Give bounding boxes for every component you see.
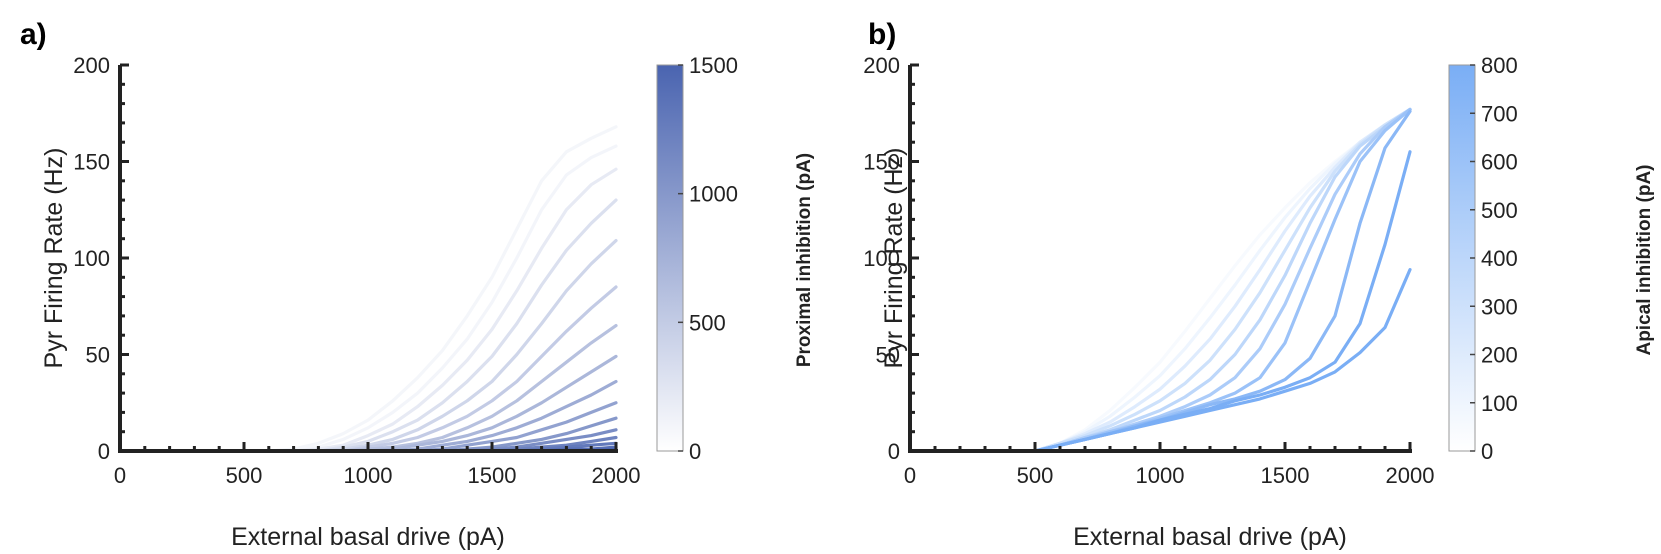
series-line-9 <box>1033 268 1412 453</box>
x-tick-label: 1000 <box>344 463 393 488</box>
colorbar-tick-label: 500 <box>689 310 726 335</box>
colorbar-tick-label: 200 <box>1481 343 1518 368</box>
y-tick-label: 150 <box>863 150 900 175</box>
colorbar-tick-label: 300 <box>1481 294 1518 319</box>
panel-b-colorbar: 0 100 200 300 400 500 600 700 800 <box>1448 53 1518 464</box>
panel-b-label: b) <box>868 18 896 51</box>
panel-a-axes: 0 500 1000 1500 2000 0 50 100 150 200 <box>73 53 640 488</box>
x-tick-label: 500 <box>226 463 263 488</box>
colorbar-tick-label: 100 <box>1481 391 1518 416</box>
colorbar-tick-label: 500 <box>1481 198 1518 223</box>
series-line-2 <box>1033 107 1412 453</box>
colorbar-tick-label: 400 <box>1481 246 1518 271</box>
panel-b-axes: 0 500 1000 1500 2000 0 50 100 150 200 <box>863 53 1434 488</box>
y-tick-label: 50 <box>876 343 900 368</box>
colorbar-tick-label: 1000 <box>689 182 738 207</box>
y-tick-label: 200 <box>73 53 110 78</box>
panel-b-colorbar-label: Apical inhibition (pA) <box>1634 164 1655 355</box>
colorbar-tick-label: 1500 <box>689 53 738 78</box>
colorbar-tick-label: 0 <box>689 439 701 464</box>
y-tick-label: 200 <box>863 53 900 78</box>
y-tick-label: 0 <box>888 439 900 464</box>
colorbar-tick-label: 700 <box>1481 101 1518 126</box>
y-tick-label: 150 <box>73 150 110 175</box>
x-tick-label: 1000 <box>1136 463 1185 488</box>
y-tick-label: 100 <box>863 246 900 271</box>
x-tick-label: 500 <box>1017 463 1054 488</box>
series-line-7 <box>242 354 618 453</box>
colorbar-tick-label: 800 <box>1481 53 1518 78</box>
y-tick-label: 100 <box>73 246 110 271</box>
x-tick-label: 1500 <box>1261 463 1310 488</box>
series-line-3 <box>1033 107 1412 453</box>
panel-a-colorbar: 0 500 1000 1500 <box>656 53 738 464</box>
y-tick-label: 0 <box>98 439 110 464</box>
panel-a-curves <box>242 125 618 453</box>
x-tick-label: 2000 <box>592 463 641 488</box>
panel-a-y-axis-label: Pyr Firing Rate (Hz) <box>40 148 68 369</box>
colorbar-tick-label: 0 <box>1481 439 1493 464</box>
panel-a: a) 0 500 1000 1500 2000 0 50 100 150 200 External… <box>20 18 815 551</box>
x-tick-label: 2000 <box>1386 463 1435 488</box>
x-tick-label: 0 <box>114 463 126 488</box>
panel-b-y-axis-label: Pyr Firing Rate (Hz) <box>880 148 908 369</box>
panel-a-x-axis-label: External basal drive (pA) <box>231 523 505 551</box>
colorbar-tick-label: 600 <box>1481 150 1518 175</box>
panel-b-x-axis-label: External basal drive (pA) <box>1073 523 1347 551</box>
panel-a-label: a) <box>20 18 47 51</box>
x-tick-label: 1500 <box>468 463 517 488</box>
series-line-0 <box>242 125 618 453</box>
y-tick-label: 50 <box>86 343 110 368</box>
series-line-4 <box>242 239 618 453</box>
panel-b-curves <box>1033 107 1412 453</box>
series-line-3 <box>242 198 618 453</box>
panel-a-colorbar-label: Proximal inhibition (pA) <box>794 153 815 367</box>
x-tick-label: 0 <box>904 463 916 488</box>
colorbar-gradient <box>656 64 684 452</box>
